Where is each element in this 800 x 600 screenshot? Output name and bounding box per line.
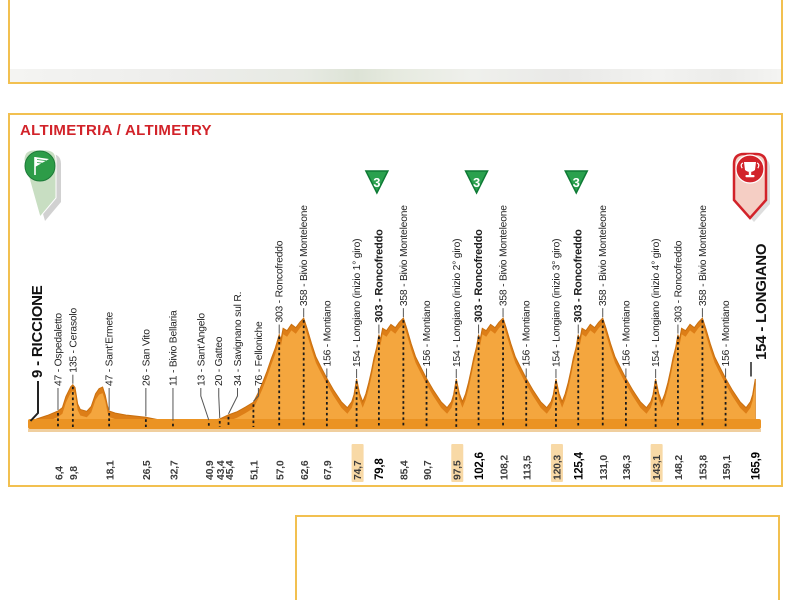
km-highlight-box [650,444,663,482]
km-axis-label: 148,2 [674,455,685,480]
waypoint-leader-line [228,388,238,415]
finish-label: 154 - LONGIANO [753,243,770,360]
km-axis-label: 79,8 [374,458,386,480]
km-axis-label: 102,6 [474,452,486,480]
start-leader-line [29,381,39,422]
km-axis-label: 40,9 [205,460,216,480]
waypoint-label: 358 - Bivio Monteleone [399,205,410,306]
km-axis-label: 97,5 [453,460,464,480]
km-axis-label: 136,3 [622,455,633,480]
category-3-triangle-icon [464,170,489,195]
trophy-base [745,175,755,178]
waypoint-label: 154 - Longiano (inizio 1° giro) [352,239,363,367]
waypoint-leader-line [218,388,221,419]
category-3-triangle-icon [564,170,589,195]
flag-pin-icon [23,149,57,219]
km-axis-label: 51,1 [250,460,261,480]
km-axis-label: 74,7 [353,460,364,480]
km-axis-label: 26,5 [142,460,153,480]
km-axis-label: 90,7 [423,460,434,480]
waypoint-label: 303 - Roncofreddo [673,240,684,322]
km-axis-label: 6,4 [54,466,65,480]
waypoint-label: 156 - Montiano [621,300,632,366]
start-label: 9 - RICCIONE [29,285,46,378]
flag-line [36,159,47,161]
waypoint-label: 20 - Gatteo [214,336,225,386]
km-axis-label: 57,0 [276,460,287,480]
waypoint-label: 358 - Bivio Monteleone [299,205,310,306]
waypoint-label: 13 - Sant’Angelo [196,313,207,386]
profile-base-strip [28,429,761,432]
waypoint-label: 156 - Montiano [522,300,533,366]
waypoint-leader-line [200,388,210,421]
km-highlight-box [550,444,563,482]
waypoint-label: 76 - Felloniche [254,321,265,386]
km-axis-label: 125,4 [574,451,586,480]
waypoint-label: 26 - San Vito [141,329,152,386]
km-axis-label: 67,9 [323,460,334,480]
km-axis-label: 143,1 [652,455,663,480]
waypoint-label: 154 - Longiano (inizio 4° giro) [651,239,662,367]
waypoint-label: 156 - Montiano [721,300,732,366]
trophy-handle [740,162,744,169]
trophy-pin-icon [732,152,768,220]
waypoint-label: 47 - Sant’Ermete [105,311,116,386]
waypoint-label: 154 - Longiano (inizio 3° giro) [551,239,562,367]
waypoint-label: 34 - Savignano sul R. [233,292,244,386]
waypoint-label: 154 - Longiano (inizio 2° giro) [452,239,463,367]
km-highlight-box [451,444,464,482]
km-axis-label: 131,0 [599,455,610,480]
km-axis-label: 159,1 [722,455,733,480]
trophy-stem [748,172,752,175]
km-highlight-box [351,444,364,482]
waypoint-label: 358 - Bivio Monteleone [499,205,510,306]
km-axis-label: 32,7 [169,460,180,480]
category-3-number: 3 [473,175,480,190]
waypoint-label: 303 - Roncofreddo [473,229,485,323]
km-axis-label: 120,3 [552,455,563,480]
km-axis-label: 18,1 [105,460,116,480]
km-axis-label: 165,9 [751,452,763,480]
km-axis-label: 43,4 [216,460,227,480]
profile-body-shape [30,324,756,425]
waypoint-label: 135 - Cerasolo [68,307,79,372]
km-axis-label: 113,5 [523,455,534,480]
waypoint-label: 303 - Roncofreddo [275,240,286,322]
category-3-number: 3 [373,175,380,190]
next-panel-cutoff [295,515,780,600]
km-axis-label: 85,4 [400,460,411,480]
category-3-triangle-icon [364,170,390,195]
waypoint-label: 47 - Ospedaletto [53,313,64,386]
waypoint-label: 358 - Bivio Monteleone [698,205,709,306]
km-axis-label: 9,8 [69,466,80,480]
trophy-handle [756,162,760,169]
category-3-number: 3 [573,175,580,190]
start-pin-circle [24,150,56,182]
profile-base-bar [28,419,761,429]
km-axis-label: 153,8 [699,455,710,480]
waypoint-label: 11 - Bivio Bellaria [168,310,179,386]
km-axis-label: 62,6 [300,460,311,480]
map-panel-cutoff [8,0,783,84]
waypoint-leader-line [253,388,259,402]
trophy-cup [744,162,756,172]
map-texture-strip [10,69,781,82]
waypoint-label: 156 - Montiano [322,300,333,366]
waypoint-label: 156 - Montiano [422,300,433,366]
waypoint-label: 303 - Roncofreddo [573,229,585,323]
km-axis-label: 108,2 [499,455,510,480]
flag-line [36,162,44,164]
waypoint-label: 358 - Bivio Monteleone [598,205,609,306]
page-title: ALTIMETRIA / ALTIMETRY [20,122,212,139]
waypoint-label: 303 - Roncofreddo [373,229,385,323]
km-axis-label: 45,4 [225,460,236,480]
